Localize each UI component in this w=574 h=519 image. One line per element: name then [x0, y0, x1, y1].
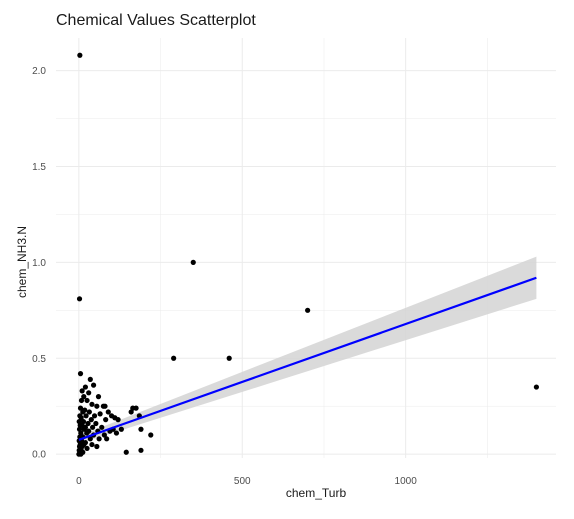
data-point	[138, 426, 144, 432]
y-tick-label: 0.0	[32, 450, 46, 461]
data-point	[89, 441, 95, 448]
y-tick-label: 0.5	[32, 354, 46, 365]
data-point	[96, 436, 102, 442]
tick-labels: 0 500 1000 0.0 0.5 1.0 1.5 2.0	[32, 66, 417, 487]
data-point	[77, 405, 84, 411]
confidence-band	[78, 256, 537, 444]
data-point	[115, 417, 121, 423]
data-point	[95, 394, 102, 400]
data-points	[76, 52, 539, 457]
data-point	[87, 376, 93, 382]
data-point	[83, 413, 89, 419]
data-point	[97, 411, 103, 417]
data-point	[103, 417, 109, 423]
data-point	[93, 420, 99, 427]
data-point	[305, 307, 311, 313]
data-point	[113, 430, 120, 436]
data-point	[90, 382, 97, 388]
data-point	[77, 52, 83, 58]
y-tick-label: 2.0	[32, 66, 46, 77]
data-point	[101, 432, 107, 438]
data-point	[133, 405, 139, 411]
data-point	[76, 296, 83, 302]
data-point	[123, 449, 129, 455]
data-point	[81, 394, 87, 400]
data-point	[87, 436, 93, 442]
data-point	[78, 397, 85, 404]
regression-line	[78, 276, 537, 441]
x-axis-title: chem_Turb	[286, 486, 347, 500]
data-point	[533, 384, 539, 390]
data-point	[80, 409, 86, 415]
chart-title: Chemical Values Scatterplot	[56, 12, 256, 29]
data-point	[118, 426, 124, 432]
y-tick-label: 1.0	[32, 258, 46, 269]
grid-lines	[56, 38, 556, 458]
y-tick-label: 1.5	[32, 162, 46, 173]
data-point	[99, 424, 105, 430]
data-point	[84, 445, 90, 452]
data-point	[84, 430, 90, 436]
data-point	[102, 403, 108, 409]
data-point	[82, 384, 89, 390]
data-point	[77, 371, 84, 377]
data-point	[78, 415, 84, 421]
data-point	[90, 424, 96, 430]
data-point	[78, 451, 84, 457]
data-point	[88, 417, 94, 423]
data-point	[79, 388, 85, 394]
confidence-ribbon	[78, 256, 537, 444]
data-point	[104, 436, 110, 442]
y-axis-title: chem_NH3.N	[15, 226, 29, 298]
regression-line-group	[78, 276, 537, 441]
data-point	[105, 409, 111, 415]
data-point	[148, 432, 154, 438]
data-point	[84, 397, 90, 404]
x-tick-label: 1000	[395, 476, 418, 487]
data-point	[94, 403, 100, 409]
data-point	[94, 443, 100, 450]
data-point	[91, 413, 98, 419]
x-tick-label: 0	[76, 476, 82, 487]
data-point	[86, 390, 92, 396]
data-point	[89, 401, 95, 407]
data-point	[190, 259, 196, 265]
x-tick-label: 500	[234, 476, 251, 487]
data-point	[226, 355, 232, 361]
data-point	[138, 447, 144, 453]
data-point	[85, 420, 91, 427]
data-point	[171, 355, 177, 361]
data-point	[81, 426, 87, 432]
data-point	[86, 409, 92, 415]
